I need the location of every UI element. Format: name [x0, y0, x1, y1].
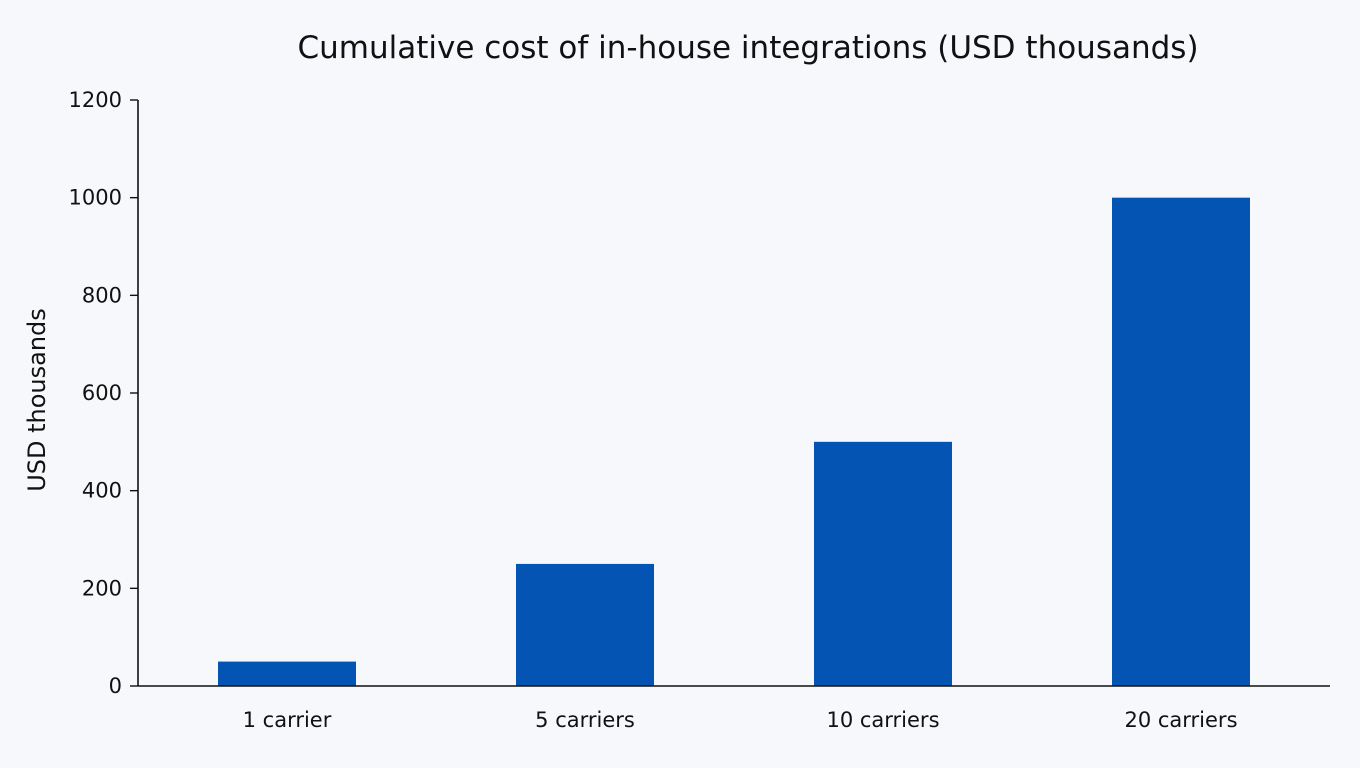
y-tick-label: 600 [82, 381, 122, 405]
y-axis-ticks: 0 200 400 600 800 1000 1200 [69, 88, 138, 698]
bar [814, 441, 952, 686]
y-tick-label: 0 [109, 674, 122, 698]
y-tick-label: 1200 [69, 88, 122, 112]
x-tick-label: 20 carriers [1124, 708, 1237, 732]
y-tick-label: 200 [82, 576, 122, 600]
bars [218, 197, 1250, 686]
y-tick-label: 1000 [69, 186, 122, 210]
y-tick-label: 400 [82, 479, 122, 503]
bar [1112, 197, 1250, 686]
y-axis-label: USD thousands [23, 308, 51, 492]
x-tick-label: 10 carriers [826, 708, 939, 732]
x-axis-ticks: 1 carrier 5 carriers 10 carriers 20 carrier… [243, 708, 1238, 732]
chart-title: Cumulative cost of in-house integrations… [297, 30, 1198, 66]
bar [218, 661, 356, 686]
bar [516, 563, 654, 686]
x-tick-label: 5 carriers [535, 708, 635, 732]
y-tick-label: 800 [82, 283, 122, 307]
x-tick-label: 1 carrier [243, 708, 332, 732]
